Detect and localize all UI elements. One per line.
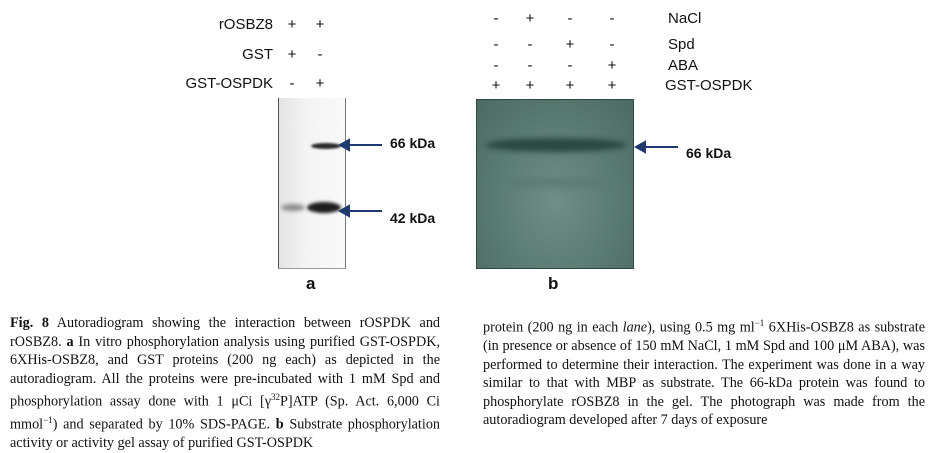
gel-image-a — [278, 98, 346, 269]
band-42kda-lane1 — [281, 204, 305, 211]
band-42kda-lane2 — [307, 202, 341, 213]
figure-label: Fig. 8 — [10, 315, 49, 331]
lane-sign: - — [527, 36, 533, 53]
lane-sign: - — [317, 46, 323, 63]
marker-66kda-label-b: 66 kDa — [686, 145, 732, 161]
row-label-gst: GST — [242, 46, 273, 63]
row-label-gst-ospdk: GST-OSPDK — [185, 75, 273, 92]
lane-sign: - — [527, 57, 533, 74]
caption-text-left: Fig. 8 Autoradiogram showing the interac… — [10, 315, 441, 452]
lane-sign: - — [493, 36, 499, 53]
band-66kda-b — [485, 138, 627, 152]
arrow-icon — [338, 138, 382, 218]
lane-sign: + — [525, 77, 535, 94]
panel-letter-a: a — [306, 274, 316, 293]
gel-image-b — [476, 99, 634, 269]
lane-sign: + — [491, 77, 501, 94]
lane-sign: + — [315, 75, 325, 92]
faint-band — [507, 180, 607, 186]
lane-sign: - — [493, 10, 499, 27]
row-label-aba: ABA — [668, 57, 699, 74]
marker-arrows-a — [338, 138, 382, 218]
band-66kda — [311, 143, 341, 149]
lane-sign: - — [567, 10, 573, 27]
arrow-icon — [634, 140, 678, 154]
caption-text-right: protein (200 ng in each lane), using 0.5… — [483, 318, 925, 429]
panel-letter-b: b — [548, 274, 559, 293]
row-label-rosbz8: rOSBZ8 — [218, 16, 273, 33]
lane-sign: + — [315, 16, 325, 33]
lane-sign: + — [607, 57, 617, 74]
lane-sign: - — [493, 57, 499, 74]
caption-left-column: Fig. 8 Autoradiogram showing the interac… — [10, 314, 440, 453]
lane-sign: - — [567, 57, 573, 74]
caption-right-column: protein (200 ng in each lane), using 0.5… — [483, 314, 925, 430]
lane-sign: + — [287, 16, 297, 33]
marker-arrow-b — [634, 140, 678, 154]
lane-sign: - — [289, 75, 295, 92]
lane-sign: - — [609, 36, 615, 53]
lane-sign: + — [287, 46, 297, 63]
row-label-gst-ospdk-b: GST-OSPDK — [665, 77, 753, 94]
marker-42kda-label: 42 kDa — [390, 210, 436, 226]
lane-sign: + — [607, 77, 617, 94]
lane-sign: + — [565, 77, 575, 94]
marker-66kda-label: 66 kDa — [390, 135, 436, 151]
lane-sign: + — [525, 10, 535, 27]
row-label-nacl: NaCl — [668, 10, 702, 27]
lane-sign: + — [565, 36, 575, 53]
row-label-spd: Spd — [668, 36, 695, 53]
lane-sign: - — [609, 10, 615, 27]
